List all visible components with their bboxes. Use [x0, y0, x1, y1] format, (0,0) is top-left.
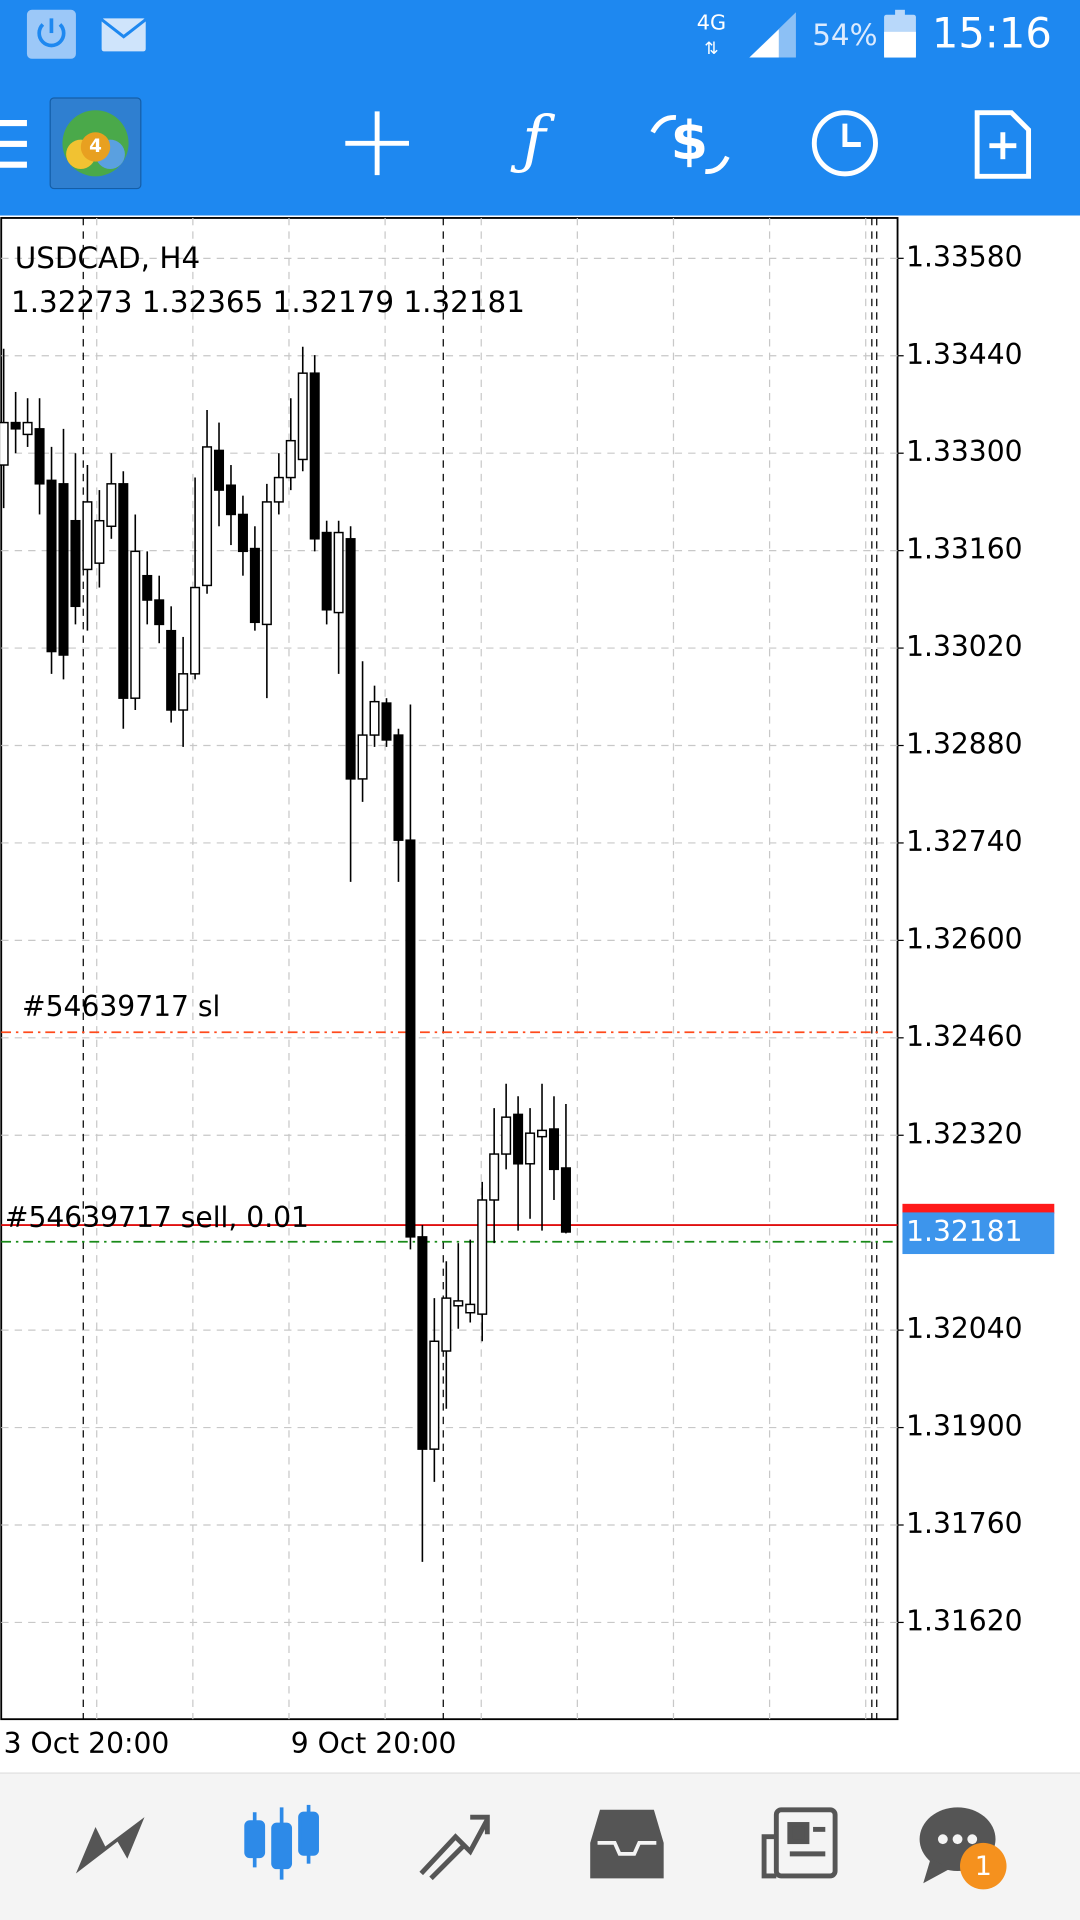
trade-tab[interactable] — [419, 1814, 490, 1881]
candle-body — [22, 421, 33, 436]
candle-body — [369, 700, 380, 736]
battery-level: 54% — [812, 18, 877, 52]
svg-text:4: 4 — [89, 136, 102, 157]
candle-body — [10, 421, 21, 430]
new-order-button[interactable] — [974, 110, 1032, 179]
candle-body — [166, 629, 177, 711]
candle-body — [489, 1153, 500, 1201]
candle-body — [465, 1303, 476, 1314]
chart-title: USDCAD, H4 — [15, 241, 200, 275]
y-tick-label: 1.32040 — [906, 1312, 1022, 1345]
candle-body — [453, 1300, 464, 1307]
price-tag-label: 1.32181 — [906, 1215, 1022, 1248]
y-tick-label: 1.31620 — [906, 1604, 1022, 1637]
y-tick-label: 1.32740 — [906, 825, 1022, 858]
candle-body — [513, 1113, 524, 1165]
candle-body — [501, 1116, 512, 1155]
plot-area — [0, 217, 899, 1721]
chart-tab[interactable] — [244, 1804, 319, 1880]
candle-body — [178, 673, 189, 711]
chat-badge: 1 — [975, 1851, 992, 1882]
candle-body — [536, 1129, 548, 1138]
candle-body — [34, 428, 45, 485]
y-tick-label: 1.32600 — [906, 922, 1022, 955]
trade-button[interactable]: $ — [650, 109, 730, 174]
bottom-nav — [0, 1773, 1080, 1920]
candle-body — [142, 574, 153, 601]
candle-body — [261, 501, 272, 626]
candle-body — [190, 586, 201, 675]
svg-text:$: $ — [671, 109, 708, 172]
candle-body — [202, 446, 213, 587]
candle-body — [106, 483, 117, 528]
candle-body — [285, 439, 296, 479]
y-tick-label: 1.33300 — [906, 435, 1022, 468]
candle-body — [477, 1199, 488, 1315]
candle-body — [118, 483, 129, 699]
crosshair-button[interactable] — [345, 111, 409, 176]
candle-body — [393, 734, 404, 841]
candle-body — [560, 1167, 571, 1233]
y-tick-label: 1.33020 — [906, 630, 1022, 663]
candle-body — [345, 538, 356, 780]
candle-body — [548, 1128, 560, 1171]
y-tick-label: 1.32880 — [906, 728, 1022, 761]
candle-body — [381, 702, 392, 741]
price-tag — [902, 1212, 1055, 1255]
candle-body — [130, 550, 141, 699]
clock-time: 15:16 — [932, 9, 1052, 58]
grid — [1, 217, 898, 1720]
candles: #54639717 sl #54639717 sell, 0.01 — [0, 346, 898, 1562]
candle-body — [237, 513, 248, 553]
y-tick-label: 1.32320 — [906, 1117, 1022, 1150]
quotes-tab[interactable] — [75, 1817, 145, 1874]
candle-body — [525, 1132, 536, 1165]
candle-body — [46, 479, 57, 653]
menu-button[interactable] — [0, 120, 27, 168]
ask-marker — [902, 1203, 1055, 1214]
candle-body — [213, 449, 225, 491]
candle-body — [154, 599, 165, 626]
y-tick-label: 1.33440 — [906, 338, 1022, 371]
y-tick-label: 1.32460 — [906, 1020, 1022, 1053]
y-tick-label: 1.31900 — [906, 1410, 1022, 1443]
order-line-label: #54639717 sl — [22, 990, 220, 1023]
x-tick-label: 3 Oct 20:00 — [4, 1727, 170, 1760]
candle-body — [429, 1340, 440, 1450]
x-tick-label: 9 Oct 20:00 — [291, 1727, 457, 1760]
candle-body — [0, 421, 9, 466]
y-tick-label: 1.31760 — [906, 1507, 1022, 1540]
network-arrows: ⇅ — [704, 39, 718, 59]
y-tick-label: 1.33580 — [906, 240, 1022, 273]
candle-body — [273, 476, 284, 503]
order-line-label: #54639717 sell, 0.01 — [5, 1201, 309, 1234]
candle-body — [441, 1297, 452, 1352]
ohlc-readout: 1.32273 1.32365 1.32179 1.32181 — [11, 285, 525, 319]
candle-body — [58, 483, 69, 656]
candle-body — [405, 839, 416, 1238]
period-button[interactable] — [811, 110, 878, 177]
candle-body — [357, 734, 368, 780]
history-tab[interactable] — [590, 1809, 664, 1879]
network-type: 4G — [697, 10, 726, 34]
candle-body — [82, 501, 93, 571]
candle-body — [225, 484, 236, 516]
candle-body — [94, 519, 105, 564]
chat-tab[interactable] — [919, 1807, 1007, 1890]
app-logo[interactable]: 4 — [49, 97, 142, 190]
y-tick-label: 1.33160 — [906, 533, 1022, 566]
candle-body — [249, 547, 260, 624]
candle-body — [333, 531, 344, 614]
candle-body — [417, 1236, 428, 1450]
candle-body — [309, 372, 320, 540]
news-tab[interactable] — [761, 1807, 838, 1879]
candle-body — [297, 372, 308, 461]
price-axis: 1.33580 1.33440 1.33300 1.33160 1.33020 1.328… — [4, 240, 1055, 1760]
candle-body — [321, 531, 332, 611]
candle-body — [70, 519, 81, 608]
